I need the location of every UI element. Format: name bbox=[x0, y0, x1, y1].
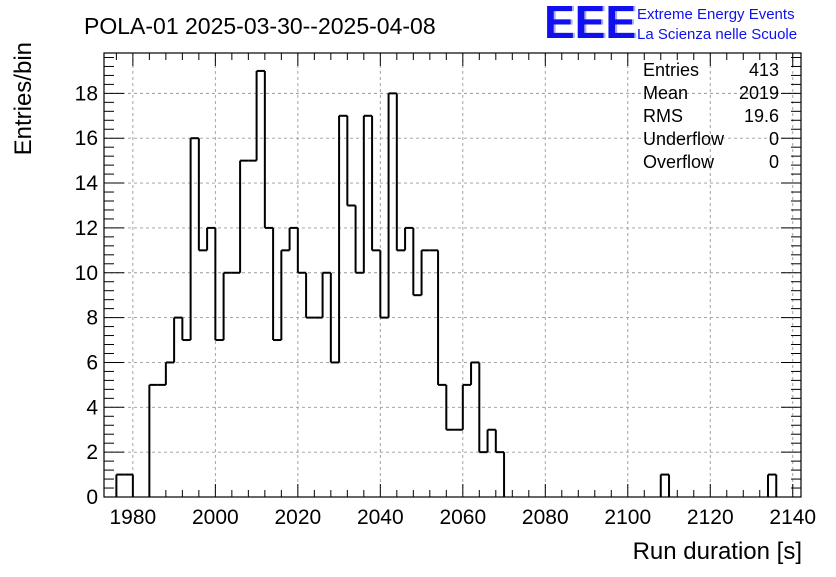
y-tick-label: 2 bbox=[86, 441, 98, 464]
y-tick-label: 12 bbox=[75, 217, 98, 240]
eee-logo-mark: EEE bbox=[546, 0, 638, 48]
stats-label: Overflow bbox=[643, 152, 715, 172]
y-tick-label: 8 bbox=[86, 307, 98, 330]
stats-value: 0 bbox=[769, 129, 779, 149]
x-axis-title: Run duration [s] bbox=[633, 538, 802, 565]
x-tick-label: 2020 bbox=[274, 506, 321, 529]
x-tick-label: 2080 bbox=[522, 506, 569, 529]
stats-label: Mean bbox=[643, 83, 688, 103]
x-tick-label: 2000 bbox=[192, 506, 239, 529]
histogram-title: POLA-01 2025-03-30--2025-04-08 bbox=[84, 13, 436, 39]
x-tick-label: 2040 bbox=[357, 506, 404, 529]
x-tick-label: 1980 bbox=[110, 506, 157, 529]
y-tick-label: 16 bbox=[75, 127, 98, 150]
stats-value: 0 bbox=[769, 152, 779, 172]
stats-value: 19.6 bbox=[744, 106, 779, 126]
y-tick-label: 14 bbox=[75, 172, 99, 195]
x-tick-label: 2100 bbox=[604, 506, 651, 529]
stats-value: 2019 bbox=[739, 83, 779, 103]
statistics-box: Entries 413 Mean 2019 RMS 19.6 Underflow 0 Overf… bbox=[643, 60, 779, 172]
stats-label: Entries bbox=[643, 60, 699, 80]
stats-label: RMS bbox=[643, 106, 683, 126]
y-tick-label: 18 bbox=[75, 82, 98, 105]
y-axis-title: Entries/bin bbox=[10, 42, 37, 155]
x-tick-label: 2120 bbox=[687, 506, 734, 529]
x-tick-label: 2060 bbox=[439, 506, 486, 529]
stats-value: 413 bbox=[749, 60, 779, 80]
eee-logo-line2: La Scienza nelle Scuole bbox=[637, 26, 797, 43]
y-tick-label: 10 bbox=[75, 262, 98, 285]
y-tick-label: 0 bbox=[86, 486, 98, 509]
plot-frame bbox=[103, 52, 802, 498]
y-tick-label: 4 bbox=[86, 396, 98, 419]
eee-logo: EEE EEE Extreme Energy Events La Scienza… bbox=[544, 0, 797, 48]
eee-logo-mark-front: EEE bbox=[544, 0, 636, 48]
stats-label: Underflow bbox=[643, 129, 725, 149]
eee-logo-line1: Extreme Energy Events bbox=[637, 6, 795, 23]
x-tick-label: 2140 bbox=[769, 506, 816, 529]
y-tick-label: 6 bbox=[86, 351, 98, 374]
